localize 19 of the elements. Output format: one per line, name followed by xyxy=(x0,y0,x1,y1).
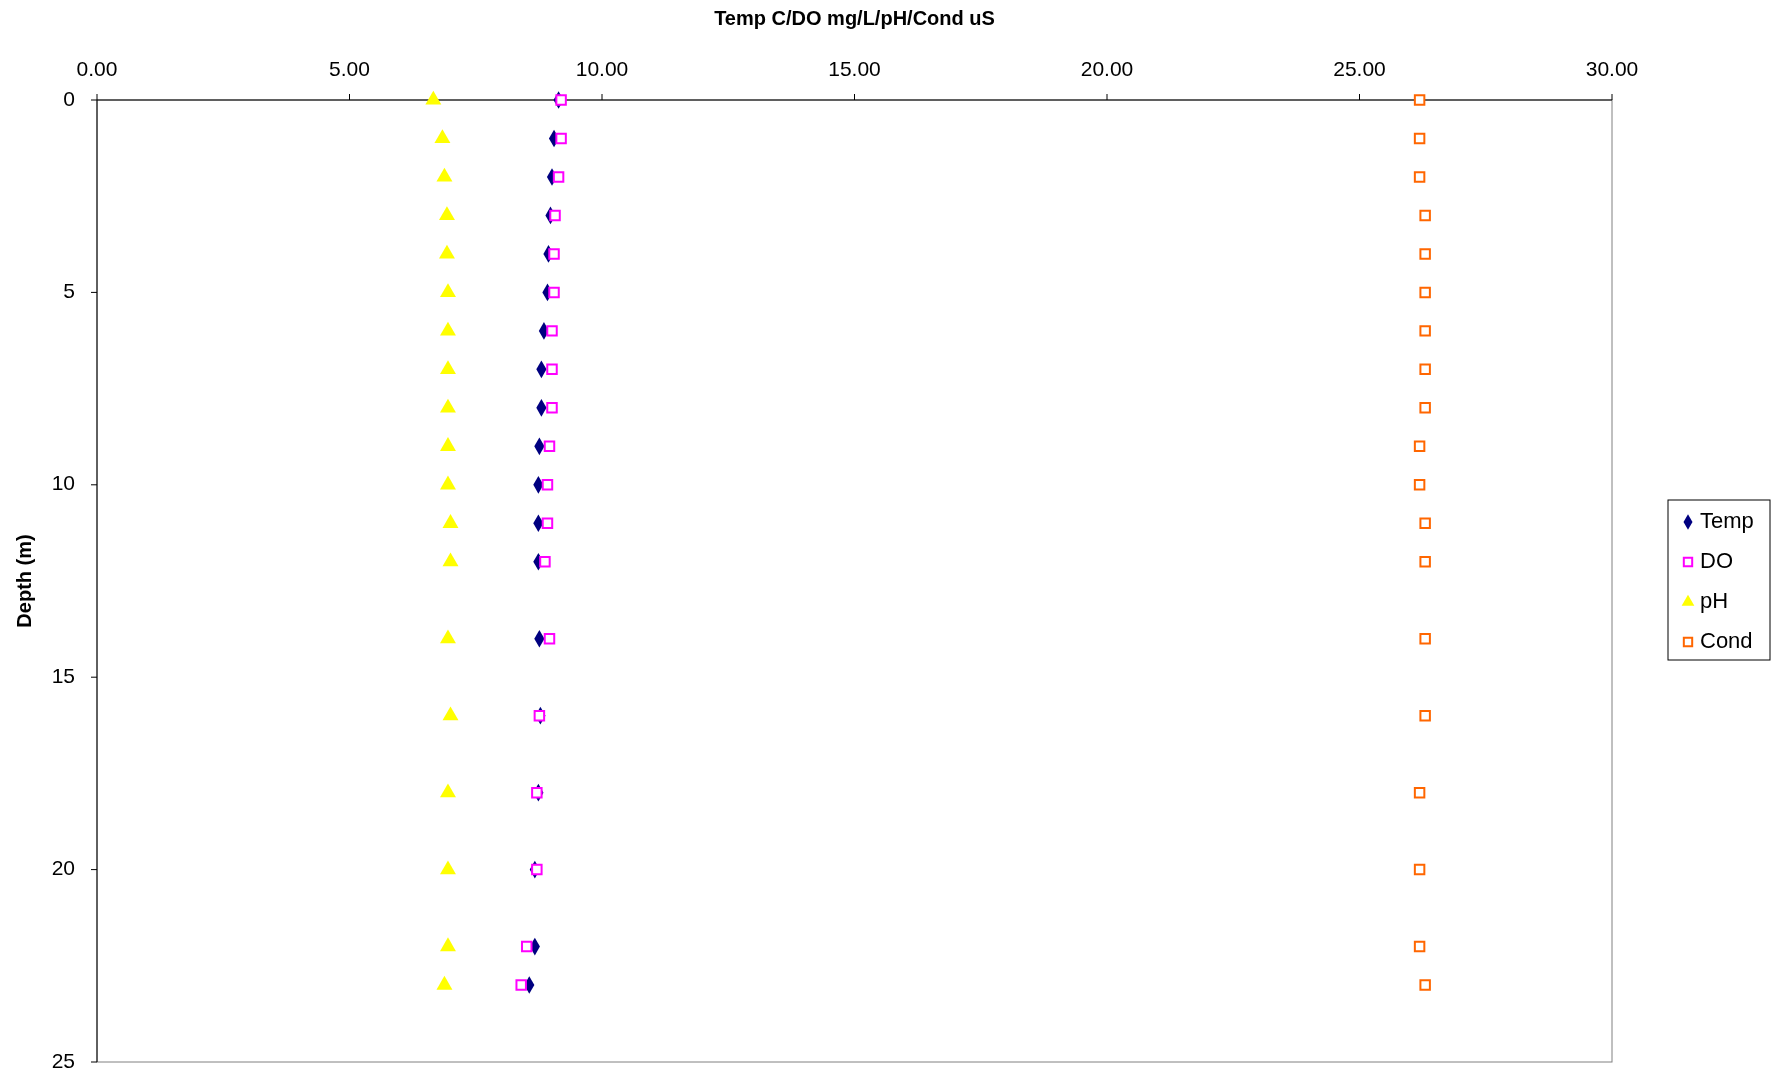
y-tick-label: 15 xyxy=(51,663,75,687)
legend-label: pH xyxy=(1700,587,1729,613)
x-tick-label: 0.00 xyxy=(76,56,118,80)
x-tick-label: 5.00 xyxy=(329,56,370,80)
x-tick-label: 30.00 xyxy=(1585,56,1639,80)
y-axis-title: Depth (m) xyxy=(13,534,36,628)
x-tick-label: 25.00 xyxy=(1333,56,1386,80)
y-tick-label: 25 xyxy=(51,1048,75,1072)
x-tick-label: 20.00 xyxy=(1080,56,1134,80)
legend-label: Cond xyxy=(1700,627,1753,653)
y-tick-label: 5 xyxy=(63,278,75,302)
y-tick-label: 0 xyxy=(63,86,75,110)
x-axis-title: Temp C/DO mg/L/pH/Cond uS xyxy=(714,7,995,30)
x-tick-label: 10.00 xyxy=(575,56,629,80)
y-tick-label: 10 xyxy=(51,471,75,495)
x-tick-label: 15.00 xyxy=(828,56,881,80)
legend-label: Temp xyxy=(1700,507,1754,533)
y-tick-label: 20 xyxy=(51,856,75,880)
legend-label: DO xyxy=(1700,547,1733,573)
